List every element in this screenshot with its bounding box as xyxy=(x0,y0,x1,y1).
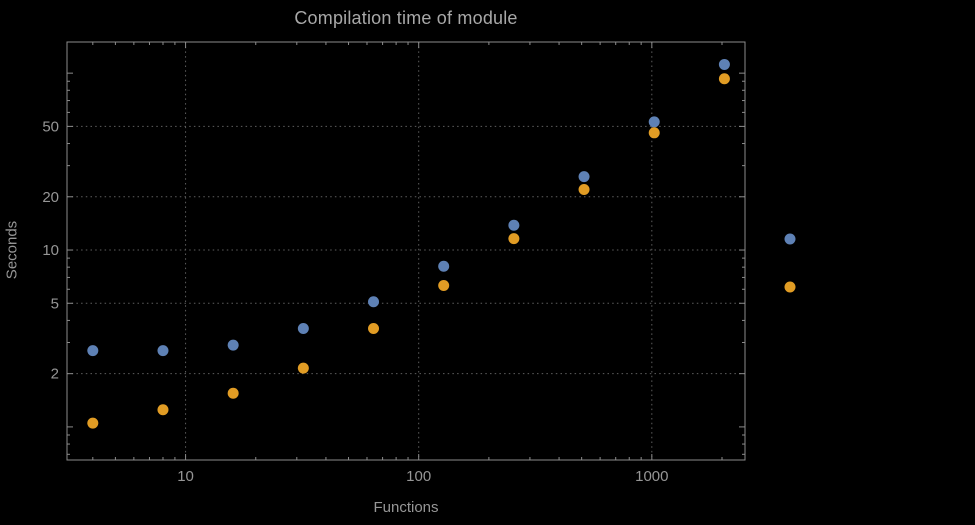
legend-marker xyxy=(784,281,796,293)
data-point xyxy=(508,233,520,245)
y-tick-label: 2 xyxy=(51,366,59,383)
x-tick-label: 100 xyxy=(406,468,431,485)
data-point xyxy=(368,323,380,335)
data-point xyxy=(508,219,520,231)
data-point xyxy=(227,339,239,351)
legend-marker xyxy=(784,233,796,245)
data-point xyxy=(648,127,660,139)
data-point xyxy=(718,73,730,85)
x-tick-label: 10 xyxy=(177,468,194,485)
data-point xyxy=(157,345,169,357)
y-tick-label: 50 xyxy=(42,118,59,135)
data-point xyxy=(578,171,590,183)
data-point xyxy=(438,260,450,272)
data-point xyxy=(648,116,660,128)
x-axis-label: Functions xyxy=(373,499,439,516)
chart-title: Compilation time of module xyxy=(294,8,518,28)
x-tick-label: 1000 xyxy=(635,468,668,485)
plot-frame xyxy=(66,41,746,461)
data-point xyxy=(87,417,99,429)
data-point xyxy=(87,345,99,357)
y-tick-label: 20 xyxy=(42,189,59,206)
y-axis-label: Seconds xyxy=(3,220,21,280)
data-point xyxy=(718,58,730,70)
data-point xyxy=(227,387,239,399)
data-point xyxy=(578,183,590,195)
data-point xyxy=(368,296,380,308)
data-point xyxy=(438,280,450,292)
y-tick-label: 5 xyxy=(51,295,59,312)
y-tick-label: 10 xyxy=(42,242,59,259)
data-point xyxy=(297,323,309,335)
data-point xyxy=(157,404,169,416)
data-point xyxy=(297,362,309,374)
